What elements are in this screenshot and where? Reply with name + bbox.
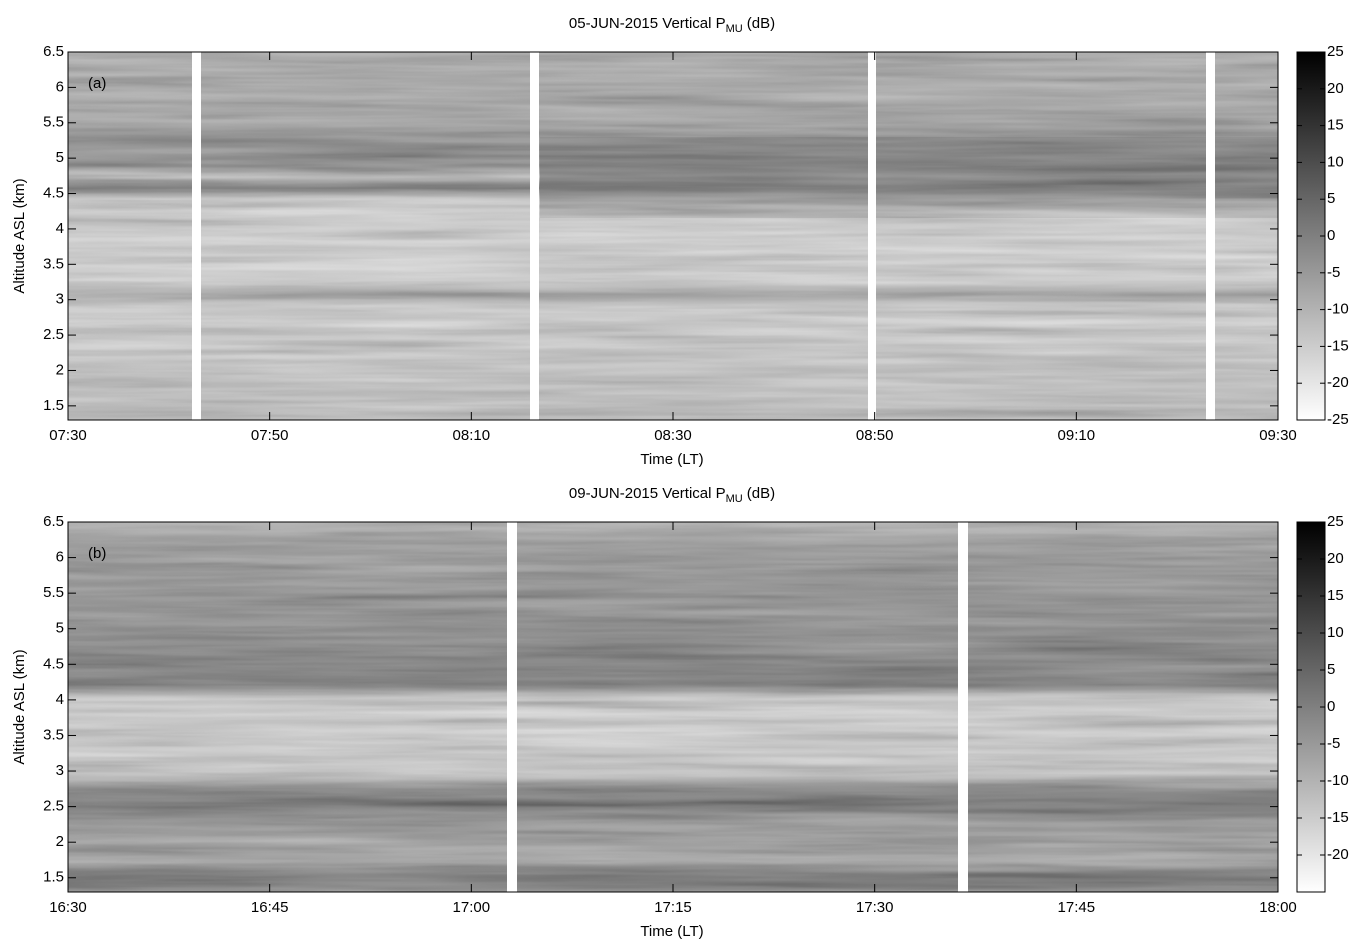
colorbar-tick-label: 0 [1327, 698, 1335, 715]
data-gap [192, 52, 201, 420]
y-tick-label: 6.5 [43, 43, 64, 60]
y-tick-label: 1.5 [43, 397, 64, 414]
y-tick-label: 5.5 [43, 584, 64, 601]
y-tick-label: 5 [56, 149, 64, 166]
colorbar-tick-label: 5 [1327, 661, 1335, 678]
colorbar-tick-label: -20 [1327, 374, 1349, 391]
x-axis-label: Time (LT) [640, 923, 703, 940]
image-texture [68, 52, 1278, 420]
title-subscript: MU [726, 493, 743, 505]
y-axis-label: Altitude ASL (km) [11, 649, 28, 764]
x-tick-label: 18:00 [1259, 899, 1297, 916]
x-tick-label: 08:10 [453, 427, 491, 444]
y-tick-label: 2.5 [43, 798, 64, 815]
panel-label: (b) [88, 545, 106, 562]
y-tick-label: 5.5 [43, 114, 64, 131]
y-tick-label: 4 [56, 691, 64, 708]
colorbar-tick-label: -15 [1327, 809, 1349, 826]
data-gap [507, 522, 517, 892]
x-tick-label: 16:45 [251, 899, 289, 916]
x-tick-label: 16:30 [49, 899, 87, 916]
chart-title: 09-JUN-2015 Vertical PMU (dB) [569, 485, 775, 505]
panel-label: (a) [88, 75, 106, 92]
y-tick-label: 6 [56, 78, 64, 95]
colorbar-tick-label: 20 [1327, 80, 1344, 97]
colorbar-tick-label: -10 [1327, 772, 1349, 789]
data-gap [530, 52, 539, 420]
x-tick-label: 17:45 [1058, 899, 1096, 916]
colorbar-tick-label: -20 [1327, 846, 1349, 863]
data-gap [958, 522, 968, 892]
image-texture [68, 522, 1278, 892]
y-tick-label: 4.5 [43, 655, 64, 672]
y-tick-label: 2 [56, 833, 64, 850]
title-unit: (dB) [747, 15, 775, 32]
x-tick-label: 08:50 [856, 427, 894, 444]
colorbar-tick-label: 10 [1327, 624, 1344, 641]
x-tick-label: 08:30 [654, 427, 692, 444]
x-tick-label: 09:30 [1259, 427, 1297, 444]
colorbar-tick-label: 15 [1327, 117, 1344, 134]
colorbar-tick-label: 20 [1327, 550, 1344, 567]
colorbar-tick-label: 25 [1327, 43, 1344, 60]
y-tick-label: 2.5 [43, 326, 64, 343]
y-tick-label: 6.5 [43, 513, 64, 530]
x-tick-label: 17:00 [453, 899, 491, 916]
x-tick-label: 07:30 [49, 427, 87, 444]
data-gap [1206, 52, 1215, 420]
x-axis-label: Time (LT) [640, 451, 703, 468]
colorbar-tick-label: 0 [1327, 227, 1335, 244]
x-tick-label: 17:30 [856, 899, 894, 916]
title-text: 05-JUN-2015 Vertical P [569, 15, 726, 32]
x-tick-label: 07:50 [251, 427, 289, 444]
title-subscript: MU [726, 23, 743, 35]
y-tick-label: 4 [56, 220, 64, 237]
colorbar-tick-label: -15 [1327, 337, 1349, 354]
y-tick-label: 4.5 [43, 185, 64, 202]
y-tick-label: 3.5 [43, 726, 64, 743]
colorbar-tick-label: -10 [1327, 301, 1349, 318]
colorbar-tick-label: -5 [1327, 735, 1340, 752]
title-text: 09-JUN-2015 Vertical P [569, 485, 726, 502]
y-tick-label: 6 [56, 549, 64, 566]
y-tick-label: 3 [56, 762, 64, 779]
y-tick-label: 3.5 [43, 255, 64, 272]
colorbar-tick-label: 25 [1327, 513, 1344, 530]
y-tick-label: 3 [56, 291, 64, 308]
colorbar-tick-label: -5 [1327, 264, 1340, 281]
x-tick-label: 09:10 [1058, 427, 1096, 444]
title-unit: (dB) [747, 485, 775, 502]
y-tick-label: 5 [56, 620, 64, 637]
y-axis-label: Altitude ASL (km) [11, 178, 28, 293]
colorbar-tick-label: -25 [1327, 411, 1349, 428]
y-tick-label: 1.5 [43, 869, 64, 886]
x-tick-label: 17:15 [654, 899, 692, 916]
y-tick-label: 2 [56, 361, 64, 378]
colorbar-tick-label: 15 [1327, 587, 1344, 604]
chart-title: 05-JUN-2015 Vertical PMU (dB) [569, 15, 775, 35]
image-layer [68, 52, 1278, 892]
colorbar-tick-label: 5 [1327, 190, 1335, 207]
colorbar-tick-label: 10 [1327, 153, 1344, 170]
data-gap [868, 52, 876, 420]
